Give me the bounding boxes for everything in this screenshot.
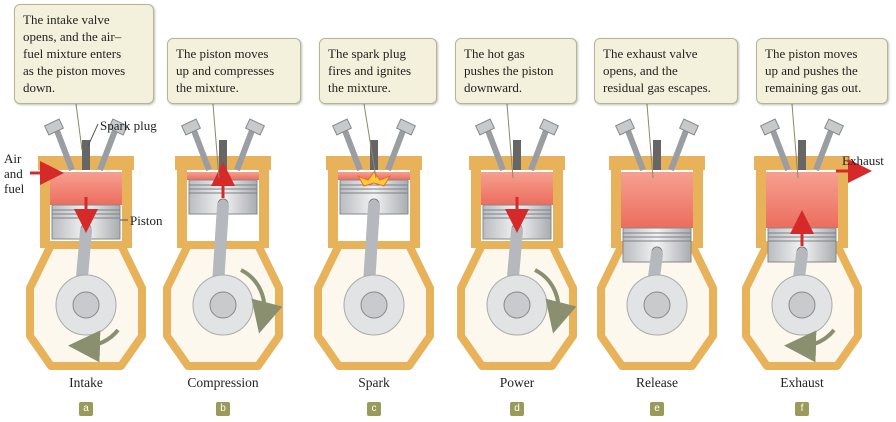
callout-spark: The spark plug fires and ignites the mix… bbox=[319, 38, 437, 104]
cylinder-wall-right bbox=[122, 170, 132, 248]
panel-badge-d: d bbox=[510, 402, 524, 416]
cylinder-wall-left bbox=[177, 170, 187, 248]
intake-valve-spring bbox=[43, 118, 65, 136]
engine-intake bbox=[26, 118, 146, 370]
label-piston: Piston bbox=[130, 213, 163, 228]
intake-valve-spring bbox=[474, 118, 496, 136]
intake-valve bbox=[190, 126, 212, 172]
exhaust-valve-spring bbox=[107, 118, 129, 136]
callout-release: The exhaust valve opens, and the residua… bbox=[594, 38, 738, 104]
exhaust-valve bbox=[813, 126, 835, 172]
gas-chamber bbox=[766, 172, 838, 228]
crank-rotation-arrow bbox=[68, 328, 120, 363]
stage-label-release: Release bbox=[636, 375, 678, 390]
exhaust-valve-spring bbox=[678, 118, 700, 136]
stage-label-compression: Compression bbox=[187, 375, 259, 390]
exhaust-valve-spring bbox=[244, 118, 266, 136]
exhaust-valve-spring bbox=[538, 118, 560, 136]
intake-valve-spring bbox=[759, 118, 781, 136]
crankshaft bbox=[503, 291, 531, 319]
intake-valve bbox=[53, 126, 75, 172]
cylinder-wall-left bbox=[40, 170, 50, 248]
crankshaft bbox=[643, 291, 671, 319]
callout-leader-release bbox=[646, 103, 654, 179]
crank-rotation-arrow bbox=[534, 268, 577, 334]
stage-label-power: Power bbox=[499, 375, 535, 390]
spark-plug bbox=[219, 140, 227, 170]
spark-plug bbox=[82, 140, 90, 170]
exhaust-valve-spring bbox=[823, 118, 845, 136]
engine-spark bbox=[314, 118, 434, 370]
callout-leader-compression bbox=[212, 103, 220, 179]
cylinder-wall-right bbox=[838, 170, 848, 248]
panel-badge-c: c bbox=[367, 402, 381, 416]
callout-power: The hot gas pushes the piston downward. bbox=[455, 38, 577, 104]
crankshaft bbox=[209, 291, 237, 319]
callout-leader-power bbox=[506, 103, 514, 179]
cylinder-wall-left bbox=[756, 170, 766, 248]
spark-plug bbox=[798, 140, 806, 170]
label-spark-plug: Spark plug bbox=[100, 118, 157, 133]
exhaust-valve bbox=[97, 126, 119, 172]
crankshaft bbox=[72, 291, 100, 319]
cylinder-wall-left bbox=[611, 170, 621, 248]
cylinder-wall-right bbox=[410, 170, 420, 248]
intake-valve bbox=[769, 126, 791, 172]
cylinder-wall-left bbox=[471, 170, 481, 248]
exhaust-valve bbox=[234, 126, 256, 172]
intake-valve bbox=[341, 126, 363, 172]
engine-power bbox=[457, 118, 577, 370]
callout-compression: The piston moves up and compresses the m… bbox=[167, 38, 301, 104]
callout-leader-spark bbox=[363, 103, 377, 179]
crank-rotation-arrow bbox=[784, 328, 836, 363]
crank-rotation-arrow bbox=[240, 268, 283, 334]
engine-release bbox=[597, 118, 717, 370]
panel-badge-e: e bbox=[650, 402, 664, 416]
engine-compression bbox=[163, 118, 283, 370]
callout-leader-exhaust bbox=[791, 103, 799, 179]
cylinder-wall-right bbox=[553, 170, 563, 248]
intake-valve-spring bbox=[331, 118, 353, 136]
intake-valve-spring bbox=[180, 118, 202, 136]
exhaust-valve bbox=[528, 126, 550, 172]
cylinder-wall-right bbox=[693, 170, 703, 248]
intake-valve-spring bbox=[614, 118, 636, 136]
panel-badge-a: a bbox=[79, 402, 93, 416]
spark-plug bbox=[370, 140, 378, 170]
cylinder-wall-right bbox=[259, 170, 269, 248]
crankshaft bbox=[360, 291, 388, 319]
gas-chamber bbox=[621, 172, 693, 228]
exhaust-valve bbox=[385, 126, 407, 172]
stage-label-intake: Intake bbox=[69, 375, 103, 390]
callout-exhaust: The piston moves up and pushes the remai… bbox=[756, 38, 888, 104]
spark-plug bbox=[653, 140, 661, 170]
engine-exhaust bbox=[742, 118, 862, 370]
callout-leader-intake bbox=[75, 103, 83, 151]
callout-intake: The intake valve opens, and the air– fue… bbox=[14, 4, 154, 104]
spark-burst bbox=[356, 171, 392, 187]
exhaust-valve bbox=[668, 126, 690, 172]
spark-plug-leader bbox=[87, 123, 99, 147]
stage-label-exhaust: Exhaust bbox=[780, 375, 824, 390]
label-air-and-fuel: Air and fuel bbox=[4, 151, 25, 196]
spark-plug bbox=[513, 140, 521, 170]
cylinder-wall-left bbox=[328, 170, 338, 248]
label-exhaust: Exhaust bbox=[842, 153, 884, 168]
intake-valve bbox=[624, 126, 646, 172]
stage-label-spark: Spark bbox=[358, 375, 390, 390]
panel-badge-f: f bbox=[795, 402, 809, 416]
intake-valve bbox=[484, 126, 506, 172]
crankshaft bbox=[788, 291, 816, 319]
panel-badge-b: b bbox=[216, 402, 230, 416]
exhaust-valve-spring bbox=[395, 118, 417, 136]
